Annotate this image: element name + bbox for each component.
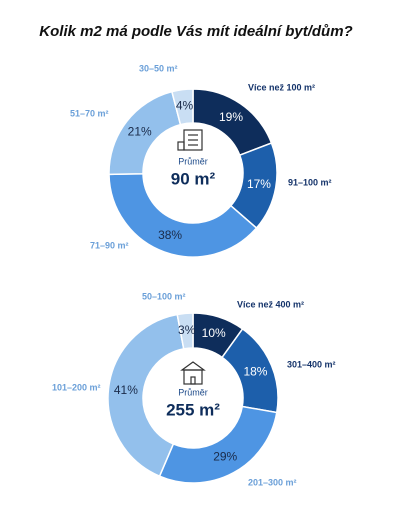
category-label: 30–50 m² [139, 63, 178, 73]
center-label: Průměr [178, 387, 208, 397]
value-label: 38% [158, 228, 182, 242]
value-label: 29% [213, 449, 237, 463]
category-label: 201–300 m² [248, 477, 297, 487]
title: Kolik m2 má podle Vás mít ideální byt/dů… [39, 23, 352, 40]
donut-slice [176, 312, 194, 350]
donut-slice [108, 173, 258, 258]
value-label: 21% [128, 125, 152, 139]
average-label: 90 m² [171, 169, 216, 188]
category-label: 71–90 m² [90, 240, 129, 250]
value-label: 3% [178, 323, 196, 337]
value-label: 17% [247, 177, 271, 191]
category-label: 301–400 m² [287, 359, 336, 369]
value-label: 18% [243, 365, 267, 379]
category-label: 91–100 m² [288, 177, 332, 187]
value-label: 41% [114, 383, 138, 397]
value-label: 4% [176, 99, 194, 113]
value-label: 19% [219, 110, 243, 124]
average-label: 255 m² [166, 400, 220, 419]
donut-slice [107, 313, 185, 478]
category-label: 101–200 m² [52, 382, 101, 392]
house-icon [177, 129, 206, 385]
value-label: 10% [202, 326, 226, 340]
donut-slice [170, 88, 194, 126]
category-label: 50–100 m² [142, 291, 186, 301]
category-label: Více než 400 m² [237, 299, 304, 309]
center-label: Průměr [178, 156, 208, 166]
category-label: 51–70 m² [70, 108, 109, 118]
category-label: Více než 100 m² [248, 82, 315, 92]
